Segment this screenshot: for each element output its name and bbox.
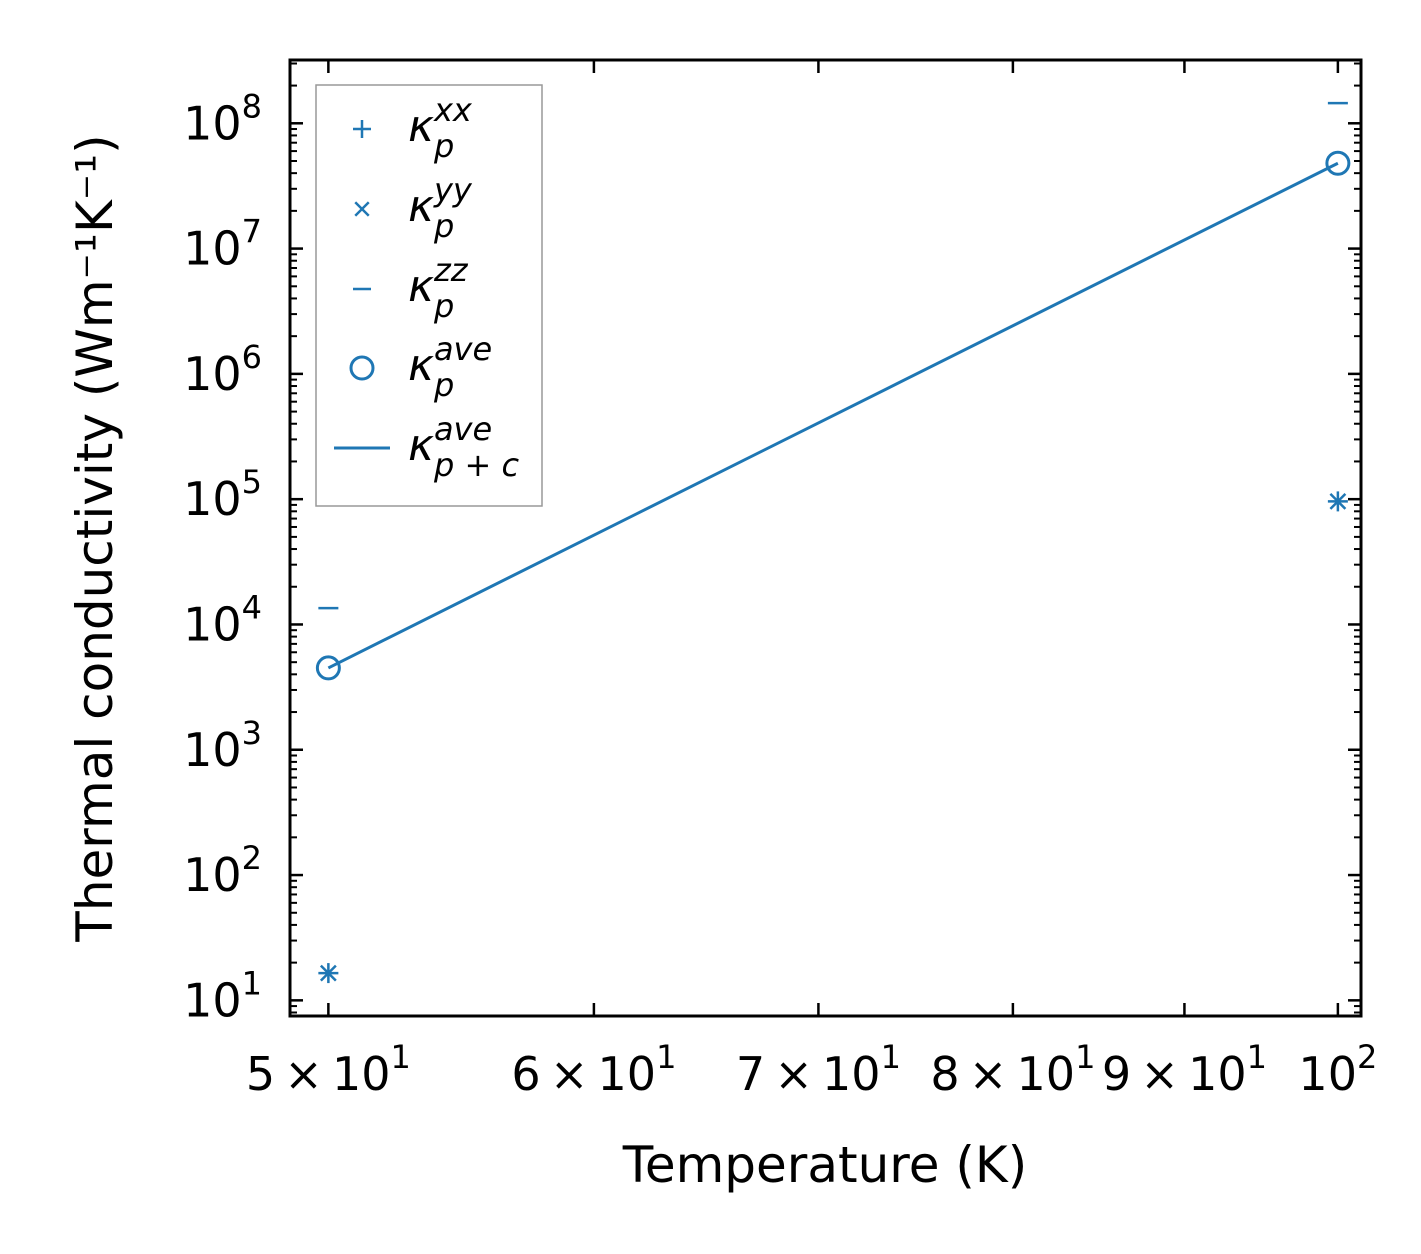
y-tick-label: 107 [183,213,262,276]
legend-label: κxx p [408,91,473,165]
x-tick-label: 8 × 101 [930,1038,1095,1101]
x-b [354,201,370,217]
series-2 [318,101,1348,610]
y-tick-label: 102 [183,839,262,902]
legend-entry: κave p [349,330,492,404]
series-line [327,161,1339,670]
legend-entry: κyy p [354,171,473,245]
series-0 [318,491,1348,984]
legend-handle [354,201,370,217]
series-4 [327,161,1339,670]
x-tick-label: 9 × 101 [1102,1038,1267,1101]
x-b [1329,493,1347,510]
plot-frame [288,58,1363,1018]
legend-handle [353,120,371,138]
series-1 [319,493,1347,982]
major-ticks [290,60,1361,1016]
x-tick-label: 6 × 101 [511,1038,676,1101]
y-tick-label: 101 [183,964,262,1027]
y-tick-labels: 101 102 103 104 105 106 107 108 [183,87,262,1027]
x-b [319,964,337,982]
series-3 [315,150,1351,681]
y-tick-label: 106 [183,338,262,401]
y-tick-label: 108 [183,87,262,150]
y-tick-label: 105 [183,463,262,526]
legend-handle [349,355,375,381]
legend-frame [315,84,543,507]
data-point [1329,493,1347,510]
legend-entry: κxx p [353,91,473,165]
x-tick-label: 5 × 101 [246,1038,411,1101]
legend-entry: κzz p [353,251,469,325]
x-tick-label: 7 × 101 [736,1038,901,1101]
series-layer [315,101,1351,984]
data-point [319,964,337,982]
x-axis-title: Temperature (K) [622,1136,1027,1194]
x-tick-labels: 5 × 101 6 × 101 7 × 101 8 × 101 9 × 101 102 [246,1038,1378,1101]
y-axis-title: Thermal conductivity (Wm⁻¹K⁻¹) [66,134,124,942]
legend-label: κave p [408,330,492,404]
legend-entry: κave p + c [334,410,519,484]
y-tick-label: 103 [183,714,262,777]
legend-label: κyy p [408,171,473,245]
y-tick-label: 104 [183,588,262,651]
legend-label: κzz p [408,251,469,325]
legend-label: κave p + c [408,410,519,484]
data-point [1325,150,1351,176]
x-tick-label: 102 [1298,1038,1377,1101]
data-point [315,655,341,681]
